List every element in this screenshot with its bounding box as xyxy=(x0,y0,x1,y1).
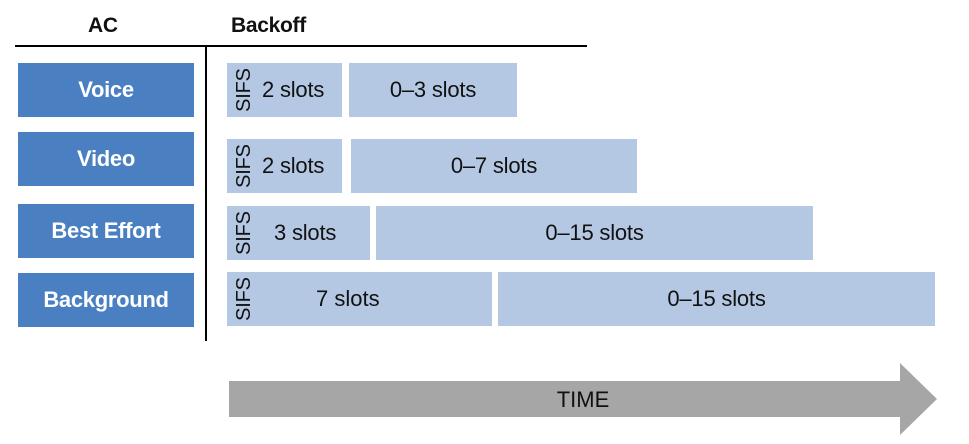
cw-slots-background: 0–15 slots xyxy=(667,286,766,311)
aifs-slots-video: 2 slots xyxy=(262,153,325,178)
aifs-segment-video: SIFS 2 slots xyxy=(227,139,342,193)
time-arrow-icon xyxy=(229,363,937,435)
sifs-label-video: SIFS xyxy=(232,144,255,188)
header-rule xyxy=(15,45,587,47)
aifs-segment-best-effort: SIFS 3 slots xyxy=(227,206,370,260)
cw-segment-best-effort: 0–15 slots xyxy=(376,206,813,260)
aifs-slots-voice: 2 slots xyxy=(262,77,325,102)
aifs-segment-background: SIFS xyxy=(227,272,492,326)
aifs-segment-voice: SIFS 2 slots xyxy=(227,63,342,117)
ac-box-voice: Voice xyxy=(18,63,194,117)
cw-slots-video: 0–7 slots xyxy=(450,153,538,178)
ac-column-header: AC xyxy=(88,14,118,37)
aifs-slots-background: 7 slots xyxy=(316,286,380,311)
cw-slots-voice: 0–3 slots xyxy=(389,77,477,102)
column-divider xyxy=(205,45,207,341)
cw-segment-video: 0–7 slots xyxy=(351,139,637,193)
cw-segment-background: 0–15 slots xyxy=(498,272,935,326)
ac-box-background: Background xyxy=(18,273,194,327)
aifs-slots-best-effort: 3 slots xyxy=(274,220,337,245)
backoff-column-header: Backoff xyxy=(231,14,306,37)
cw-slots-best-effort: 0–15 slots xyxy=(545,220,644,245)
ac-box-best-effort: Best Effort xyxy=(18,204,194,258)
sifs-label-background: SIFS xyxy=(232,277,255,321)
time-arrow xyxy=(229,363,937,435)
cw-segment-voice: 0–3 slots xyxy=(349,63,517,117)
time-label: TIME xyxy=(556,387,610,412)
sifs-label-voice: SIFS xyxy=(232,68,255,112)
ac-box-video: Video xyxy=(18,132,194,186)
sifs-label-best-effort: SIFS xyxy=(232,211,255,255)
